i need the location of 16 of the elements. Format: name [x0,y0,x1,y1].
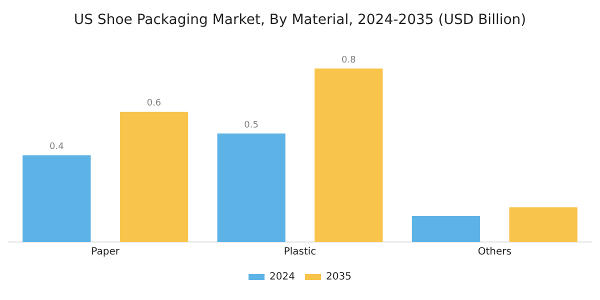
data-label: 0.5 [244,120,258,130]
data-label: 0.6 [146,98,162,109]
bar [412,216,480,242]
bar [120,112,188,242]
legend-label: 2035 [326,272,352,283]
bar [314,68,383,242]
chart-title: US Shoe Packaging Market, By Material, 2024-2035 (USD Billion) [74,12,526,28]
bar [509,207,578,242]
data-label: 0.4 [50,142,64,152]
data-label: 0.8 [342,55,356,66]
x-tick-label: Paper [91,246,120,258]
bar [22,155,91,242]
x-tick-label: Plastic [284,246,316,258]
bar [217,134,286,242]
legend-label: 2024 [270,272,296,283]
x-tick-label: Others [478,246,512,258]
